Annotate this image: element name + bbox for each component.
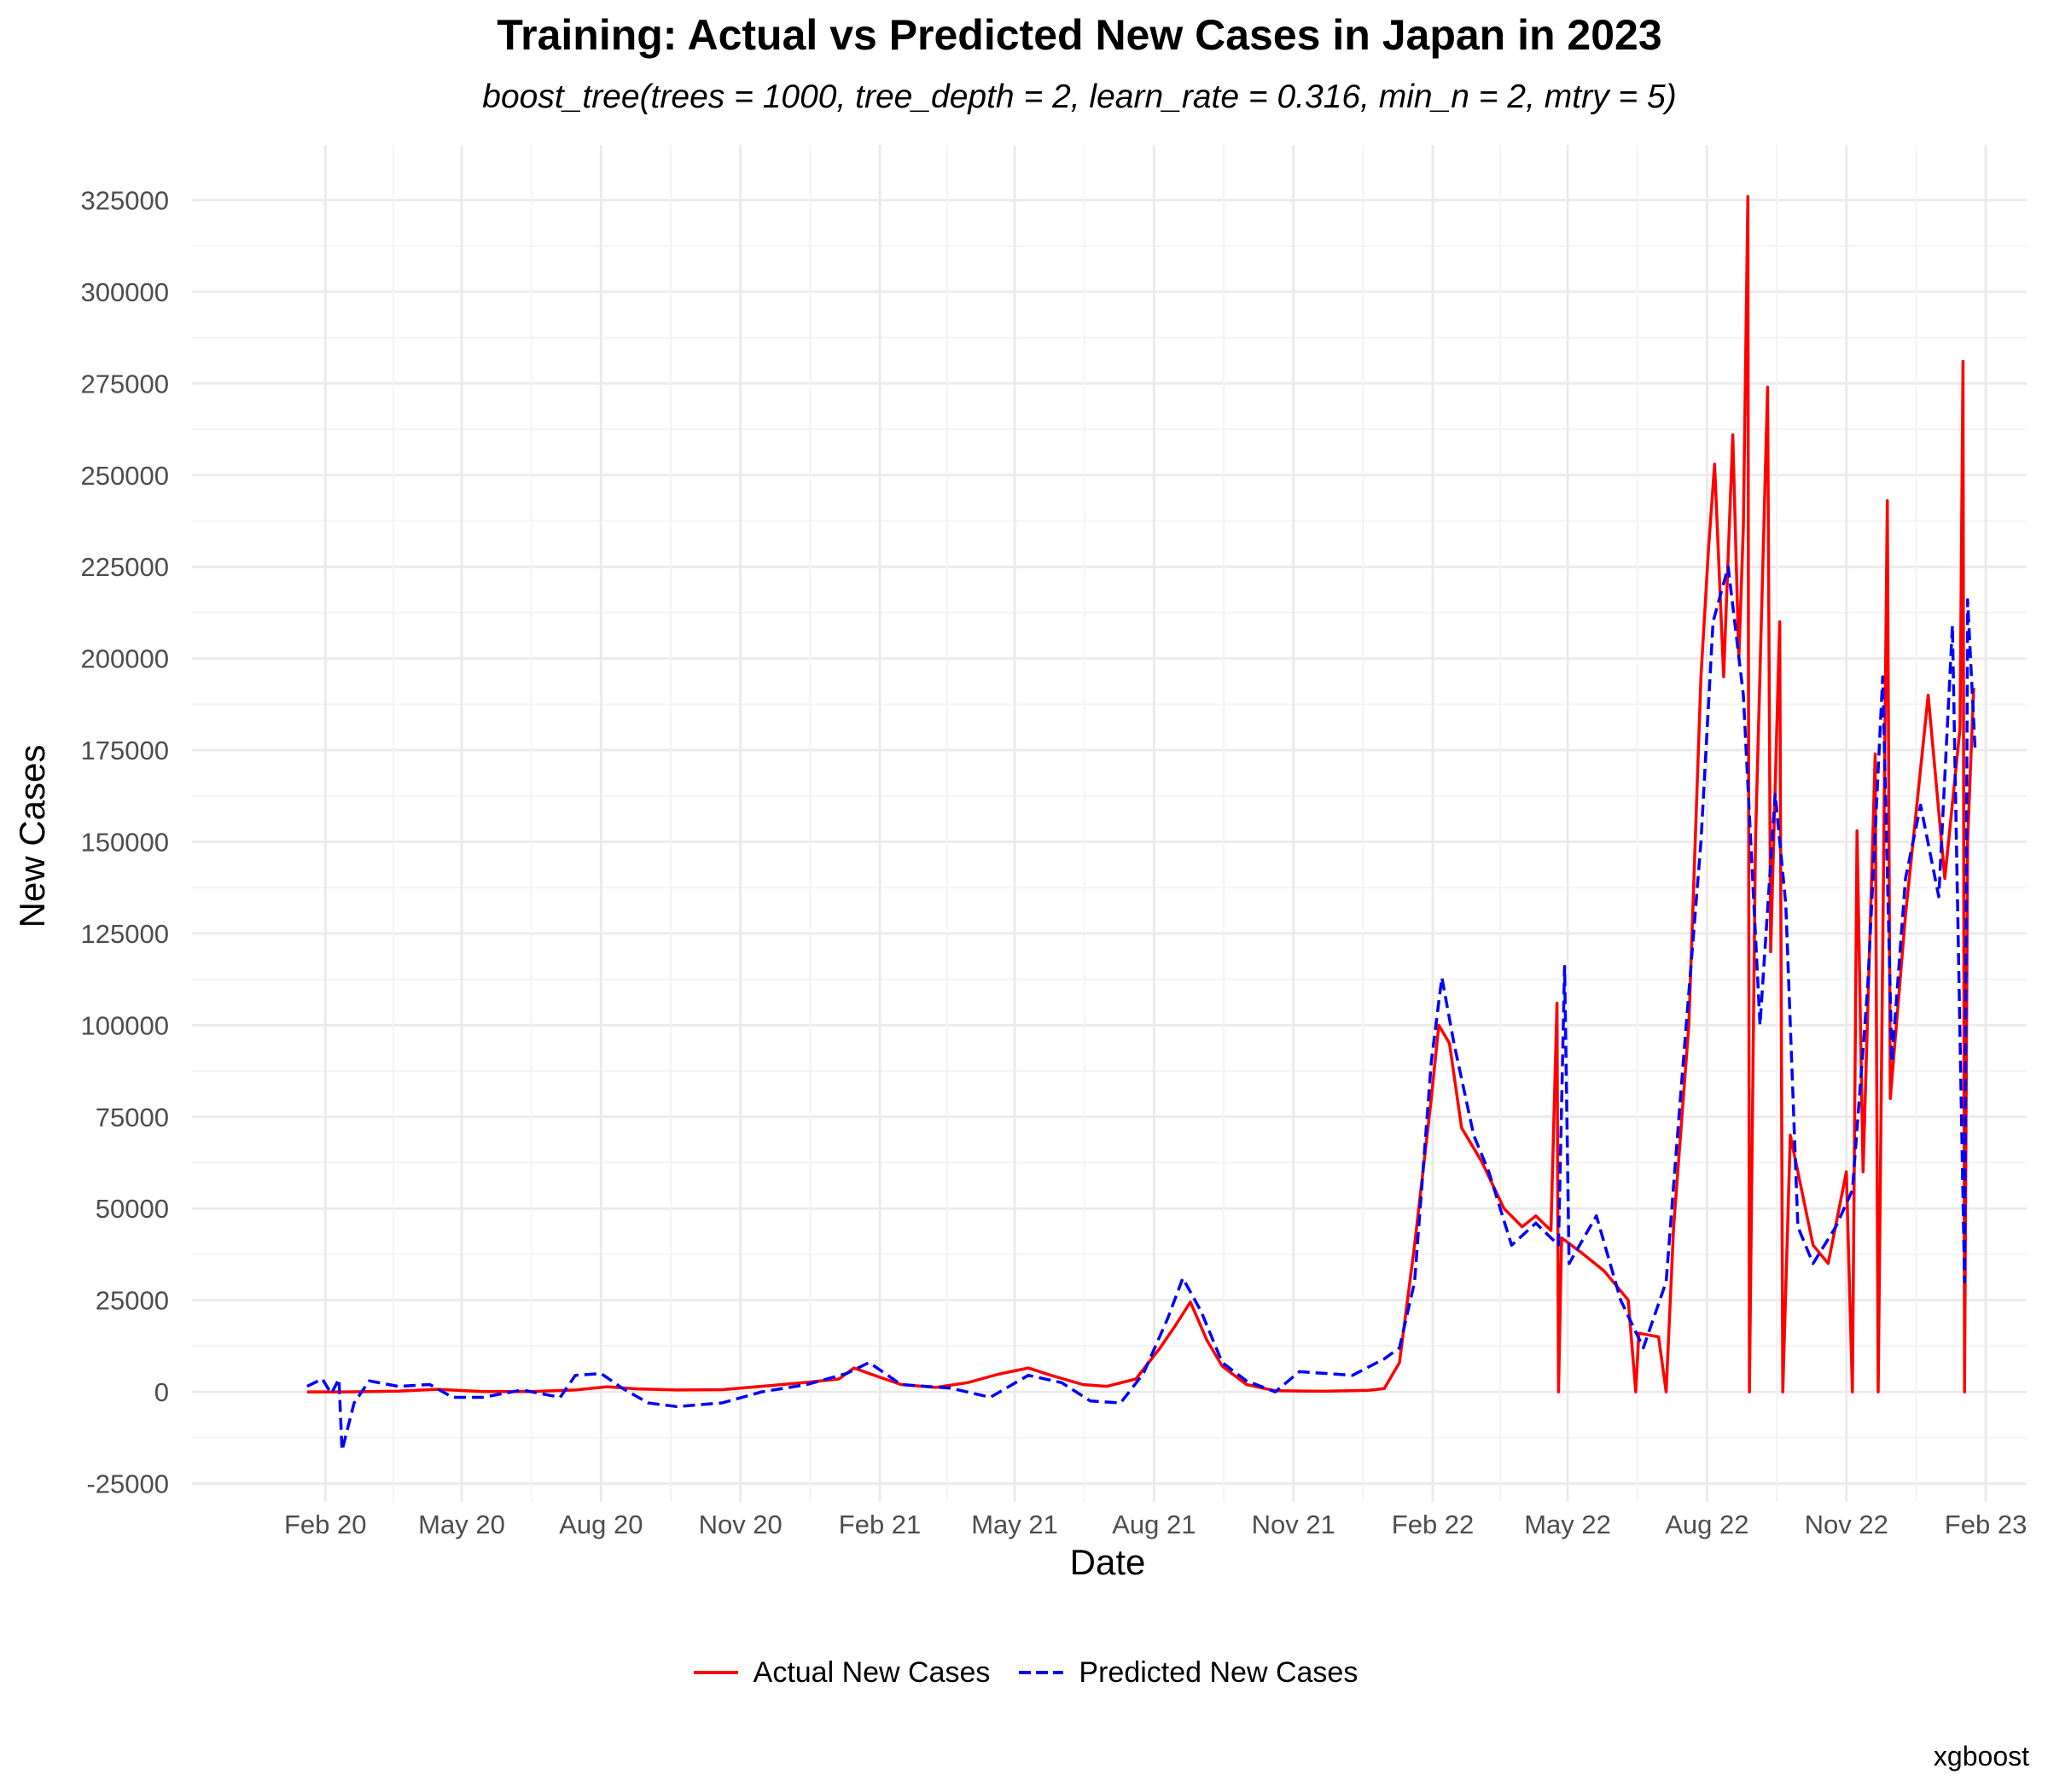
x-tick-label: Feb 21 (839, 1510, 922, 1539)
y-tick-label: 200000 (81, 644, 169, 674)
y-tick-label: 225000 (81, 552, 169, 582)
y-tick-label: 100000 (81, 1010, 169, 1040)
x-tick-label: May 22 (1524, 1510, 1611, 1539)
x-tick-label: May 21 (971, 1510, 1058, 1539)
series-predicted-line (306, 565, 1977, 1452)
y-tick-label: 300000 (81, 277, 169, 307)
chart-title: Training: Actual vs Predicted New Cases … (497, 11, 1662, 59)
x-tick-label: Nov 22 (1805, 1510, 1888, 1539)
x-tick-label: Aug 20 (559, 1510, 643, 1539)
grid-lines (192, 145, 2027, 1502)
y-tick-labels: -25000 0 25000 50000 75000 100000 125000 150000… (81, 185, 169, 1498)
legend-label-predicted: Predicted New Cases (1079, 1655, 1359, 1689)
series-lines (306, 195, 1977, 1452)
plot-area: -25000 0 25000 50000 75000 100000 125000 150000… (12, 145, 2027, 1582)
legend-item-actual: Actual New Cases (690, 1655, 991, 1690)
y-tick-label: 125000 (81, 919, 169, 949)
legend-label-actual: Actual New Cases (753, 1655, 991, 1689)
x-tick-label: May 20 (418, 1510, 505, 1539)
y-tick-label: 25000 (96, 1286, 169, 1316)
x-tick-label: Nov 20 (699, 1510, 783, 1539)
x-tick-label: Feb 20 (284, 1510, 367, 1539)
x-tick-label: Feb 22 (1392, 1510, 1475, 1539)
x-tick-label: Feb 23 (1945, 1510, 2028, 1539)
y-tick-label: 50000 (96, 1194, 169, 1224)
legend-key-predicted (1019, 1671, 1064, 1674)
legend-item-predicted: Predicted New Cases (1015, 1655, 1358, 1690)
x-tick-labels: Feb 20 May 20 Aug 20 Nov 20 Feb 21 May 21 Aug … (284, 1510, 2027, 1539)
y-tick-label: 75000 (96, 1103, 169, 1132)
x-tick-label: Nov 21 (1252, 1510, 1335, 1539)
x-axis-label: Date (1070, 1542, 1146, 1582)
y-tick-label: 250000 (81, 461, 169, 491)
chart-subtitle: boost_tree(trees = 1000, tree_depth = 2,… (482, 79, 1677, 115)
y-axis-label: New Cases (12, 745, 52, 928)
x-tick-label: Aug 21 (1112, 1510, 1196, 1539)
series-actual-line (306, 195, 1975, 1393)
legend-key-actual (693, 1671, 738, 1674)
x-tick-label: Aug 22 (1665, 1510, 1748, 1539)
y-tick-label: 150000 (81, 827, 169, 857)
caption: xgboost (1933, 1741, 2029, 1772)
legend: Actual New Cases Predicted New Cases (0, 1655, 2048, 1690)
y-tick-label: -25000 (86, 1469, 169, 1499)
y-tick-label: 0 (154, 1377, 169, 1407)
y-tick-label: 275000 (81, 369, 169, 399)
y-tick-label: 325000 (81, 185, 169, 215)
y-tick-label: 175000 (81, 736, 169, 765)
